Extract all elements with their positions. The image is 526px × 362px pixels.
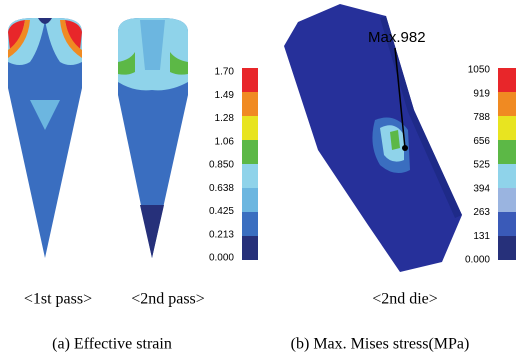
legend-label: 1.06 (215, 136, 235, 147)
view-label: <2nd pass> (131, 291, 205, 308)
legend-label: 1.70 (215, 67, 235, 78)
legend-label: 263 (473, 207, 490, 218)
legend-label: 788 (473, 112, 490, 123)
legend-label: 394 (473, 183, 490, 194)
legend-label: 525 (473, 160, 490, 171)
legend-label: 1.28 (215, 113, 235, 124)
legend-label: 0.000 (465, 255, 490, 266)
strain-colorbar (242, 68, 258, 260)
legend-label: 919 (473, 88, 490, 99)
stress-colorbar (498, 68, 516, 260)
caption: (a) Effective strain (52, 336, 172, 353)
legend-label: 131 (473, 231, 490, 242)
legend-label: 1.49 (215, 90, 235, 101)
first-pass-plot (8, 18, 82, 258)
legend-label: 1050 (468, 65, 491, 76)
legend-label: 0.425 (209, 206, 234, 217)
legend-label: 0.213 (209, 229, 234, 240)
legend-label: 0.638 (209, 183, 234, 194)
legend-label: 656 (473, 136, 490, 147)
max-annotation: Max.982 (368, 29, 426, 46)
second-pass-plot (118, 18, 188, 258)
caption: (b) Max. Mises stress(MPa) (291, 336, 470, 353)
legend-label: 0.850 (209, 160, 234, 171)
view-label: <2nd die> (372, 291, 438, 308)
legend-label: 0.000 (209, 253, 234, 264)
figure: Max.982 <1st pass> <2nd pass> <2nd die> … (0, 0, 526, 362)
view-label: <1st pass> (24, 291, 92, 308)
